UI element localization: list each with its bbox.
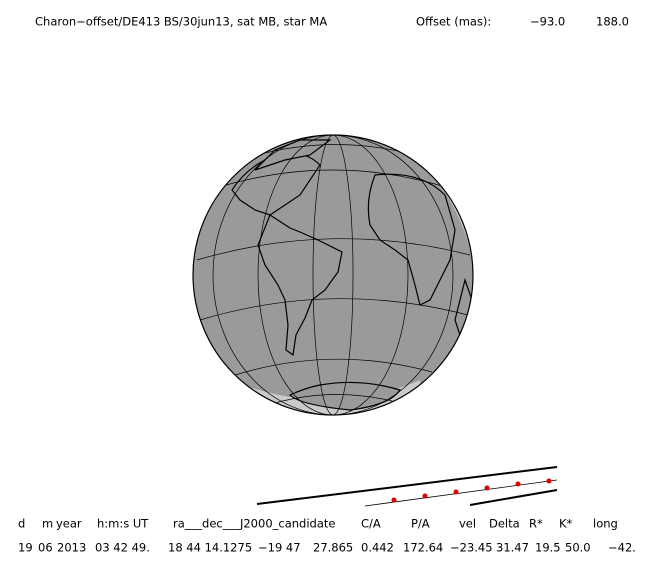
- title: Charon−offset/DE413 BS/30jun13, sat MB, …: [35, 15, 327, 29]
- cell: 31.47: [496, 541, 529, 555]
- cell: −42.: [608, 541, 636, 555]
- cell: 19: [18, 541, 33, 555]
- offset-label: Offset (mas):: [416, 15, 491, 29]
- globe: [192, 134, 474, 416]
- column-header: K*: [559, 517, 573, 531]
- occultation-track: [256, 466, 558, 507]
- offset-value: −93.0: [530, 15, 565, 29]
- cell: −23.45: [450, 541, 493, 555]
- column-header: year: [56, 517, 82, 531]
- cell: 06: [38, 541, 53, 555]
- column-header: R*: [529, 517, 543, 531]
- column-header: C/A: [361, 517, 381, 531]
- column-header: Delta: [489, 517, 520, 531]
- cell: 0.442: [361, 541, 394, 555]
- column-header: vel: [459, 517, 476, 531]
- cell: 172.64: [403, 541, 443, 555]
- cell: 50.0: [565, 541, 591, 555]
- column-header: d: [18, 517, 25, 531]
- data-table: d m year h:m:s UT ra___dec___J2000_candi…: [18, 517, 636, 555]
- cell: 18 44 14.1275: [168, 541, 252, 555]
- cell: 19.5: [535, 541, 561, 555]
- column-header: long: [593, 517, 618, 531]
- column-header: P/A: [411, 517, 430, 531]
- offset-value: 188.0: [596, 15, 629, 29]
- cell: 03 42 49.: [95, 541, 150, 555]
- column-header: h:m:s UT: [97, 517, 149, 531]
- column-header: m: [42, 517, 53, 531]
- cell: 2013: [57, 541, 86, 555]
- cell: −19 47: [258, 541, 301, 555]
- cell: 27.865: [313, 541, 353, 555]
- column-header: ra___dec___J2000_candidate: [173, 517, 335, 531]
